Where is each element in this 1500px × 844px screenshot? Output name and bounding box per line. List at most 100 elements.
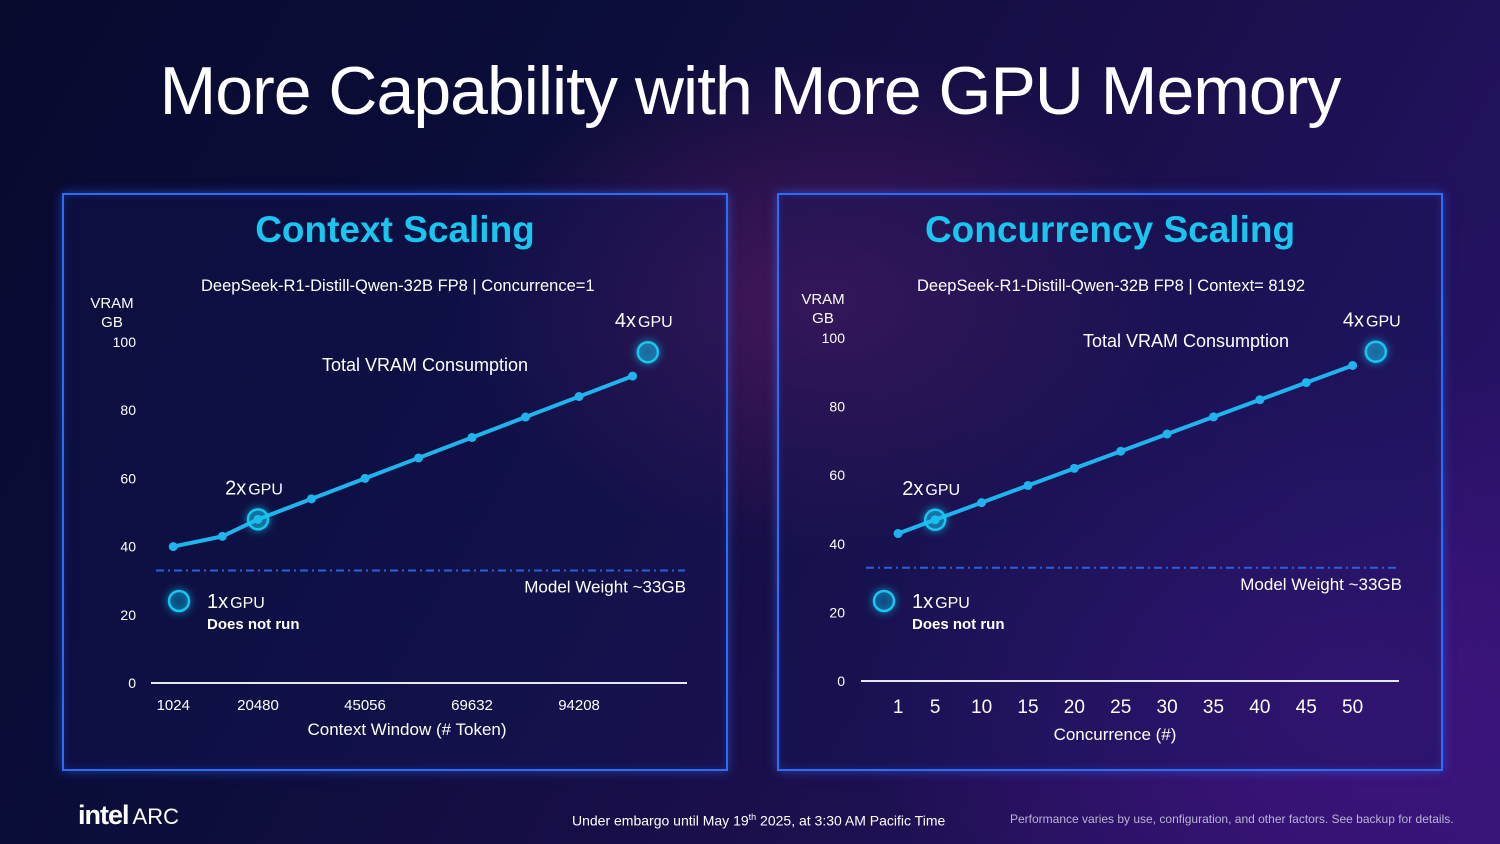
gpu-annotation-label: 2x GPU (902, 478, 960, 500)
data-point (628, 371, 638, 381)
gpu-unit: GPU (925, 482, 960, 499)
gpu-count: 2x (902, 478, 923, 500)
x-tick-label: 35 (1203, 697, 1224, 718)
gpu-count: 4x (615, 310, 636, 332)
data-point (414, 453, 424, 463)
one-gpu-marker-circle (167, 589, 191, 613)
y-tick-label: 0 (837, 673, 845, 689)
data-point (217, 531, 227, 541)
y-tick-label: 40 (120, 539, 136, 555)
y-tick-label: 100 (113, 334, 137, 350)
y-tick-label: 40 (829, 536, 845, 552)
y-axis-label: VRAM (801, 291, 844, 308)
one-gpu-label: 1x GPU (912, 591, 970, 613)
y-tick-label: 20 (829, 604, 845, 620)
data-point (1208, 412, 1218, 422)
y-tick-label: 20 (120, 607, 136, 623)
y-tick-label: 100 (822, 330, 846, 346)
one-gpu-label: 1x GPU (207, 591, 265, 613)
y-axis-label: VRAM (90, 295, 133, 312)
gpu-unit: GPU (638, 314, 673, 331)
gpu-marker-circle (1364, 340, 1388, 363)
x-tick-label: 30 (1157, 697, 1178, 718)
vram-series-line (172, 374, 634, 549)
concurrency-scaling-title: Concurrency Scaling (924, 209, 1296, 250)
x-tick-label: 20 (1064, 697, 1085, 718)
gpu-count: 2x (225, 477, 246, 499)
context-scaling-title: Context Scaling (255, 209, 535, 250)
gpu-count: 4x (1343, 310, 1364, 332)
y-axis-unit-label: GB (812, 310, 834, 327)
x-tick-label: 25 (1110, 697, 1131, 718)
series-label: Total VRAM Consumption (322, 355, 528, 375)
model-weight-label: Model Weight ~33GB (524, 577, 686, 596)
gpu-unit: GPU (230, 595, 265, 612)
embargo-notice: Under embargo until May 19th 2025, at 3:… (572, 812, 945, 829)
embargo-sup: th (748, 812, 757, 822)
data-point (1116, 446, 1126, 456)
y-tick-label: 0 (128, 675, 136, 691)
data-point (1255, 395, 1265, 405)
y-tick-label: 80 (120, 402, 136, 418)
context-scaling-chart: VRAM GB 0 20 40 60 80 100 1024 20480 45056 69632 942… (90, 295, 687, 739)
gpu-unit: GPU (935, 595, 970, 612)
embargo-post: 2025, at 3:30 AM Pacific Time (756, 812, 946, 829)
page-title: More Capability with More GPU Memory (159, 53, 1342, 129)
vram-series-line (897, 363, 1354, 536)
one-gpu-marker-circle (872, 589, 896, 613)
gpu-count: 1x (207, 591, 228, 613)
gpu-marker-circle (246, 508, 270, 531)
x-tick-label: 20480 (237, 697, 279, 714)
data-point (1348, 360, 1358, 370)
data-point (467, 432, 477, 442)
x-tick-label: 5 (930, 697, 941, 718)
data-point (1301, 378, 1311, 388)
gpu-unit: GPU (248, 481, 283, 498)
gpu-unit: GPU (1366, 314, 1401, 331)
x-tick-label: 45 (1296, 697, 1317, 718)
x-axis-label: Concurrence (#) (1054, 725, 1177, 744)
gpu-annotation-label: 4x GPU (615, 310, 673, 332)
x-tick-label: 50 (1342, 697, 1363, 718)
x-tick-label: 94208 (558, 697, 600, 714)
data-point (893, 529, 903, 539)
x-tick-label: 69632 (451, 697, 493, 714)
gpu-marker-circle (636, 340, 660, 364)
logo-brand: intel (78, 800, 130, 830)
x-tick-label: 1024 (157, 697, 190, 714)
does-not-run-note: Does not run (207, 616, 300, 633)
data-point (977, 498, 987, 508)
y-tick-label: 60 (120, 470, 136, 486)
gpu-annotation-label: 2x GPU (225, 477, 283, 499)
intel-arc-logo: intel ARC (78, 800, 179, 831)
model-weight-label: Model Weight ~33GB (1240, 575, 1402, 594)
data-point (1069, 463, 1079, 473)
data-point (360, 473, 370, 483)
data-point (574, 392, 584, 402)
x-axis-label: Context Window (# Token) (307, 720, 506, 739)
y-tick-label: 80 (829, 399, 845, 415)
data-point (307, 494, 317, 504)
x-tick-label: 15 (1017, 697, 1038, 718)
concurrency-scaling-subtitle: DeepSeek-R1-Distill-Qwen-32B FP8 | Conte… (917, 277, 1306, 295)
data-point (521, 412, 531, 422)
concurrency-scaling-panel: Concurrency Scaling DeepSeek-R1-Distill-… (777, 193, 1443, 771)
x-tick-label: 45056 (344, 697, 386, 714)
y-tick-label: 60 (829, 467, 845, 483)
does-not-run-note: Does not run (912, 616, 1005, 633)
x-tick-label: 10 (971, 697, 992, 718)
data-point (168, 542, 178, 552)
y-axis-unit-label: GB (101, 314, 123, 331)
gpu-annotation-label: 4x GPU (1343, 310, 1401, 332)
embargo-pre: Under embargo until May 19 (572, 812, 749, 829)
context-scaling-subtitle: DeepSeek-R1-Distill-Qwen-32B FP8 | Concu… (201, 277, 595, 295)
context-scaling-panel: Context Scaling DeepSeek-R1-Distill-Qwen… (62, 193, 728, 771)
gpu-count: 1x (912, 591, 933, 613)
gpu-marker-circle (923, 508, 947, 532)
data-point (1162, 429, 1172, 439)
x-tick-label: 40 (1249, 697, 1270, 718)
logo-sub: ARC (132, 804, 179, 829)
x-tick-label: 1 (893, 697, 904, 718)
performance-disclaimer: Performance varies by use, configuration… (1010, 812, 1454, 826)
series-label: Total VRAM Consumption (1083, 331, 1289, 351)
